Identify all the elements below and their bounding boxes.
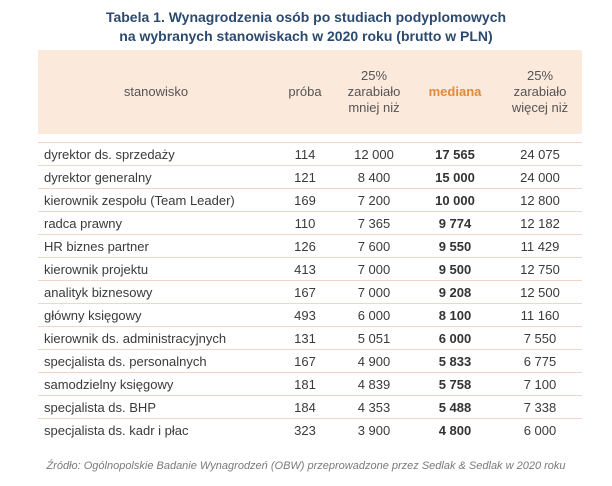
table-row: specjalista ds. personalnych 167 4 900 5 83… xyxy=(38,349,582,373)
table-title: Tabela 1. Wynagrodzenia osób po studiach… xyxy=(0,8,612,46)
table-row: kierownik zespołu (Team Leader) 169 7 200 1… xyxy=(38,188,582,212)
table-row: radca prawny 110 7 365 9 774 12 182 xyxy=(38,211,582,235)
cell-median: 9 208 xyxy=(412,280,498,304)
cell-lower-quartile: 7 200 xyxy=(336,188,412,212)
table-row: dyrektor generalny 121 8 400 15 000 24 000 xyxy=(38,165,582,189)
cell-upper-quartile: 6 775 xyxy=(498,349,582,373)
cell-sample: 323 xyxy=(274,418,336,441)
cell-position: kierownik ds. administracyjnych xyxy=(38,326,274,350)
cell-lower-quartile: 6 000 xyxy=(336,303,412,327)
table-spacer xyxy=(38,134,582,143)
cell-position: kierownik zespołu (Team Leader) xyxy=(38,188,274,212)
cell-upper-quartile: 24 075 xyxy=(498,142,582,166)
cell-upper-quartile: 7 100 xyxy=(498,372,582,396)
cell-sample: 493 xyxy=(274,303,336,327)
cell-lower-quartile: 3 900 xyxy=(336,418,412,441)
cell-median: 9 550 xyxy=(412,234,498,258)
header-upper-quartile: 25% zarabiało więcej niż xyxy=(498,50,582,134)
table-row: główny księgowy 493 6 000 8 100 11 160 xyxy=(38,303,582,327)
salary-table: stanowisko próba 25% zarabiało mniej niż… xyxy=(38,50,582,441)
cell-position: specjalista ds. personalnych xyxy=(38,349,274,373)
cell-median: 5 758 xyxy=(412,372,498,396)
cell-position: specjalista ds. BHP xyxy=(38,395,274,419)
cell-upper-quartile: 11 429 xyxy=(498,234,582,258)
cell-sample: 167 xyxy=(274,280,336,304)
cell-position: radca prawny xyxy=(38,211,274,235)
cell-sample: 114 xyxy=(274,142,336,166)
cell-sample: 167 xyxy=(274,349,336,373)
cell-upper-quartile: 12 750 xyxy=(498,257,582,281)
header-upper-quartile-line-3: więcej niż xyxy=(511,100,569,115)
table-title-line-2: na wybranych stanowiskach w 2020 roku (b… xyxy=(119,28,493,44)
cell-lower-quartile: 12 000 xyxy=(336,142,412,166)
cell-lower-quartile: 7 000 xyxy=(336,280,412,304)
cell-median: 6 000 xyxy=(412,326,498,350)
cell-sample: 121 xyxy=(274,165,336,189)
cell-position: dyrektor generalny xyxy=(38,165,274,189)
table-body: dyrektor ds. sprzedaży 114 12 000 17 565 24 … xyxy=(38,134,582,441)
table-title-line-1: Tabela 1. Wynagrodzenia osób po studiach… xyxy=(105,9,507,25)
cell-upper-quartile: 12 182 xyxy=(498,211,582,235)
table-header: stanowisko próba 25% zarabiało mniej niż… xyxy=(38,50,582,134)
header-lower-quartile-line-1: 25% xyxy=(360,68,388,83)
cell-position: HR biznes partner xyxy=(38,234,274,258)
cell-lower-quartile: 7 365 xyxy=(336,211,412,235)
cell-sample: 413 xyxy=(274,257,336,281)
source-note: Źródło: Ogólnopolskie Badanie Wynagrodze… xyxy=(46,460,566,472)
cell-sample: 131 xyxy=(274,326,336,350)
table-row: specjalista ds. BHP 184 4 353 5 488 7 338 xyxy=(38,395,582,419)
cell-median: 9 500 xyxy=(412,257,498,281)
header-sample: próba xyxy=(274,50,336,134)
header-median: mediana xyxy=(412,50,498,134)
cell-sample: 181 xyxy=(274,372,336,396)
cell-position: kierownik projektu xyxy=(38,257,274,281)
cell-sample: 184 xyxy=(274,395,336,419)
header-lower-quartile-line-3: mniej niż xyxy=(348,100,400,115)
cell-lower-quartile: 5 051 xyxy=(336,326,412,350)
cell-median: 4 800 xyxy=(412,418,498,441)
cell-lower-quartile: 4 900 xyxy=(336,349,412,373)
header-lower-quartile: 25% zarabiało mniej niż xyxy=(336,50,412,134)
cell-upper-quartile: 24 000 xyxy=(498,165,582,189)
cell-position: specjalista ds. kadr i płac xyxy=(38,418,274,441)
cell-position: samodzielny księgowy xyxy=(38,372,274,396)
cell-sample: 169 xyxy=(274,188,336,212)
cell-lower-quartile: 4 839 xyxy=(336,372,412,396)
table-row: specjalista ds. kadr i płac 323 3 900 4 800… xyxy=(38,418,582,441)
cell-median: 5 488 xyxy=(412,395,498,419)
header-upper-quartile-line-2: zarabiało xyxy=(513,84,567,99)
header-lower-quartile-line-2: zarabiało xyxy=(347,84,401,99)
cell-median: 9 774 xyxy=(412,211,498,235)
cell-lower-quartile: 8 400 xyxy=(336,165,412,189)
cell-median: 15 000 xyxy=(412,165,498,189)
table-row: HR biznes partner 126 7 600 9 550 11 429 xyxy=(38,234,582,258)
cell-lower-quartile: 7 600 xyxy=(336,234,412,258)
cell-position: główny księgowy xyxy=(38,303,274,327)
header-upper-quartile-line-1: 25% xyxy=(526,68,554,83)
cell-upper-quartile: 7 338 xyxy=(498,395,582,419)
cell-upper-quartile: 12 500 xyxy=(498,280,582,304)
header-position: stanowisko xyxy=(38,50,274,134)
table-row: dyrektor ds. sprzedaży 114 12 000 17 565 24 … xyxy=(38,142,582,166)
table-row: kierownik ds. administracyjnych 131 5 051 6… xyxy=(38,326,582,350)
cell-upper-quartile: 7 550 xyxy=(498,326,582,350)
cell-upper-quartile: 6 000 xyxy=(498,418,582,441)
cell-upper-quartile: 12 800 xyxy=(498,188,582,212)
cell-position: dyrektor ds. sprzedaży xyxy=(38,142,274,166)
cell-lower-quartile: 4 353 xyxy=(336,395,412,419)
table-row: kierownik projektu 413 7 000 9 500 12 750 xyxy=(38,257,582,281)
cell-lower-quartile: 7 000 xyxy=(336,257,412,281)
cell-median: 8 100 xyxy=(412,303,498,327)
cell-position: analityk biznesowy xyxy=(38,280,274,304)
cell-sample: 126 xyxy=(274,234,336,258)
cell-median: 10 000 xyxy=(412,188,498,212)
cell-sample: 110 xyxy=(274,211,336,235)
table-row: analityk biznesowy 167 7 000 9 208 12 500 xyxy=(38,280,582,304)
cell-median: 5 833 xyxy=(412,349,498,373)
cell-upper-quartile: 11 160 xyxy=(498,303,582,327)
cell-median: 17 565 xyxy=(412,142,498,166)
table-row: samodzielny księgowy 181 4 839 5 758 7 100 xyxy=(38,372,582,396)
